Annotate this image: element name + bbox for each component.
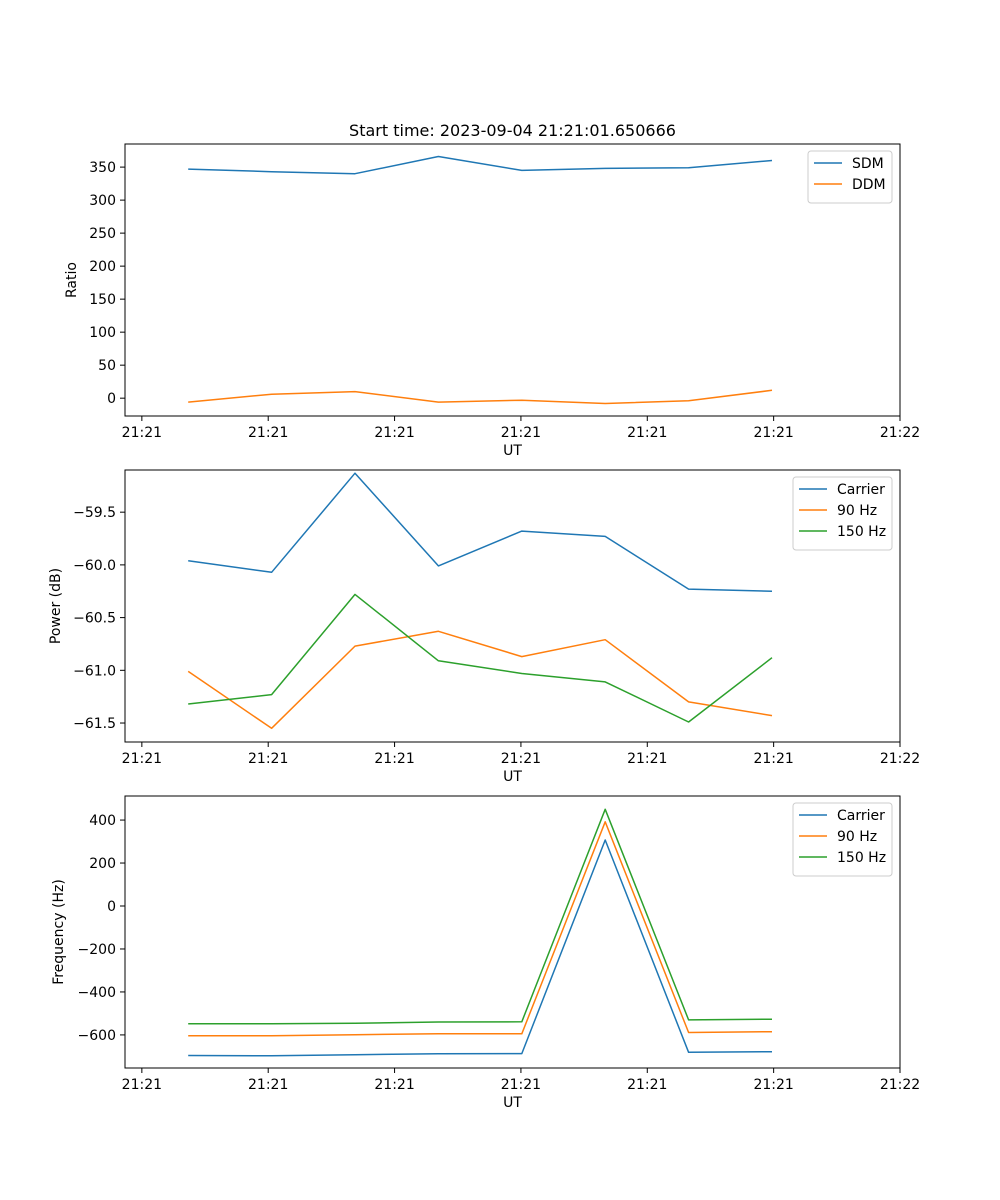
- chart-1-axes-frame: [124, 143, 901, 417]
- chart-3-x-tick-label: 21:21: [627, 1077, 667, 1093]
- chart-3-x-axis-label: UT: [503, 1095, 522, 1111]
- chart-3-y-tick-label: 200: [89, 856, 116, 872]
- chart-3-y-tick-label: −400: [78, 985, 116, 1001]
- chart-3-legend-label: 150 Hz: [837, 850, 886, 866]
- chart-2-x-tick-label: 21:21: [753, 751, 793, 767]
- chart-1-y-tick-label: 300: [89, 193, 116, 209]
- chart-1-series-sdm: [188, 155, 773, 175]
- chart-1-y-tick-label: 50: [98, 358, 116, 374]
- chart-1-x-axis-label: UT: [503, 443, 522, 459]
- chart-3-x-tick-label: 21:21: [753, 1077, 793, 1093]
- chart-2-y-tick-label: −61.5: [73, 716, 116, 732]
- chart-3-y-axis-label: Frequency (Hz): [51, 879, 67, 985]
- chart-2-x-tick-label: 21:21: [248, 751, 288, 767]
- chart-1-title: Start time: 2023-09-04 21:21:01.650666: [349, 121, 676, 140]
- chart-1-legend-frame: [807, 150, 893, 204]
- chart-3: 21:21 21:21 21:21 21:21 21:21 21:21 21:22 −600 −…: [51, 795, 920, 1111]
- chart-1-x-tick-label: 21:22: [880, 425, 920, 441]
- chart-2-x-tick-label: 21:21: [374, 751, 414, 767]
- chart-3-series-150-hz: [188, 808, 773, 1025]
- chart-1-y-tick-label: 350: [89, 160, 116, 176]
- chart-3-y-tick-label: 400: [89, 813, 116, 829]
- chart-2-legend-label: 90 Hz: [837, 503, 877, 519]
- chart-2-axes-frame: [124, 469, 901, 743]
- chart-3-axes-frame: [124, 795, 901, 1069]
- chart-1-legend-label: DDM: [852, 177, 886, 193]
- chart-2-y-tick-label: −59.5: [73, 505, 116, 521]
- chart-2-y-tick-label: −60.0: [73, 558, 116, 574]
- chart-2-y-tick-label: −61.0: [73, 663, 116, 679]
- chart-1-x-tick-label: 21:21: [374, 425, 414, 441]
- chart-1-y-axis-label: Ratio: [64, 262, 80, 298]
- chart-1-y-tick-label: 0: [107, 391, 116, 407]
- chart-1-x-tick-label: 21:21: [122, 425, 162, 441]
- chart-3-y-tick-label: −200: [78, 942, 116, 958]
- chart-3-x-tick-label: 21:21: [374, 1077, 414, 1093]
- chart-3-x-tick-label: 21:21: [122, 1077, 162, 1093]
- chart-3-plot-area: [125, 796, 900, 1068]
- chart-3-series-carrier: [188, 839, 773, 1057]
- chart-2-series-90-hz: [187, 630, 773, 730]
- chart-3-y-tick-label: −600: [78, 1028, 116, 1044]
- chart-2-legend-label: 150 Hz: [837, 524, 886, 540]
- chart-2-series-150-hz: [188, 593, 773, 723]
- chart-1-legend: SDM DDM: [807, 150, 893, 204]
- chart-2-legend: Carrier 90 Hz 150 Hz: [792, 476, 893, 551]
- chart-1-y-tick-label: 150: [89, 292, 116, 308]
- chart-1-x-tick-label: 21:21: [753, 425, 793, 441]
- chart-3-x-tick-label: 21:21: [501, 1077, 541, 1093]
- chart-1-x-tick-label: 21:21: [627, 425, 667, 441]
- chart-2-y-tick-label: −60.5: [73, 611, 116, 627]
- chart-3-legend-label: Carrier: [837, 808, 885, 824]
- chart-2-x-tick-label: 21:21: [627, 751, 667, 767]
- chart-1-x-tick-label: 21:21: [248, 425, 288, 441]
- chart-3-legend-label: 90 Hz: [837, 829, 877, 845]
- chart-1-series-ddm: [188, 389, 773, 405]
- chart-2: 21:21 21:21 21:21 21:21 21:21 21:21 21:22 −61.5…: [48, 469, 920, 785]
- chart-3-legend: Carrier 90 Hz 150 Hz: [792, 802, 893, 877]
- chart-1-plot-area: [125, 144, 900, 416]
- chart-1-y-tick-label: 100: [89, 325, 116, 341]
- chart-2-x-tick-label: 21:22: [880, 751, 920, 767]
- chart-1-x-tick-label: 21:21: [501, 425, 541, 441]
- chart-1-legend-label: SDM: [852, 156, 884, 172]
- chart-2-x-axis-label: UT: [503, 769, 522, 785]
- chart-2-series-carrier: [188, 472, 773, 592]
- chart-1: 21:21 21:21 21:21 21:21 21:21 21:21 21:22 0 50 10…: [64, 121, 920, 459]
- chart-2-x-tick-label: 21:21: [122, 751, 162, 767]
- chart-2-y-axis-label: Power (dB): [48, 568, 64, 644]
- chart-2-legend-label: Carrier: [837, 482, 885, 498]
- chart-1-y-tick-label: 250: [89, 226, 116, 242]
- chart-2-x-tick-label: 21:21: [501, 751, 541, 767]
- chart-3-y-tick-label: 0: [107, 899, 116, 915]
- chart-3-x-tick-label: 21:22: [880, 1077, 920, 1093]
- chart-3-x-tick-label: 21:21: [248, 1077, 288, 1093]
- chart-2-plot-area: [125, 470, 900, 742]
- chart-1-y-tick-label: 200: [89, 259, 116, 275]
- chart-3-series-90-hz: [188, 821, 773, 1037]
